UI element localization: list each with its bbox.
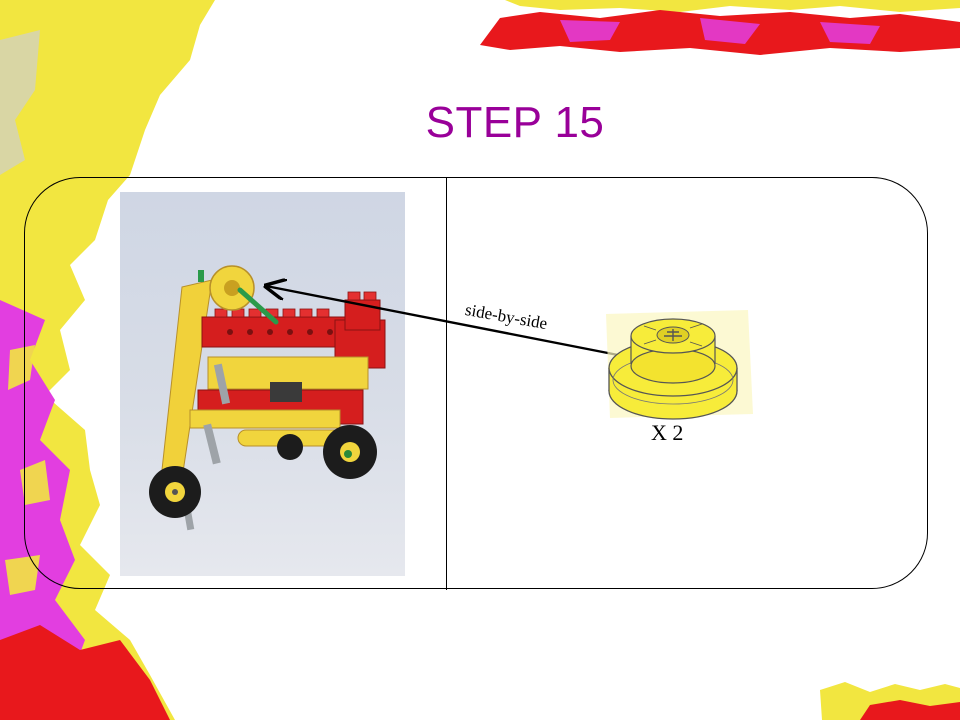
left-border-red [0, 625, 170, 720]
bottom-right-border-red [860, 700, 960, 720]
left-border-grey [0, 30, 40, 175]
pulley-part-icon [598, 296, 758, 431]
top-border-yellow [505, 0, 960, 12]
model-photo [120, 192, 405, 576]
slide-title: STEP 15 [425, 98, 605, 147]
quantity-label: X 2 [651, 420, 684, 445]
frame-divider [446, 177, 447, 590]
top-border-magenta [560, 18, 880, 44]
left-border-yellow-spots [5, 345, 50, 595]
left-border-magenta [0, 300, 95, 720]
content-frame [24, 177, 928, 589]
